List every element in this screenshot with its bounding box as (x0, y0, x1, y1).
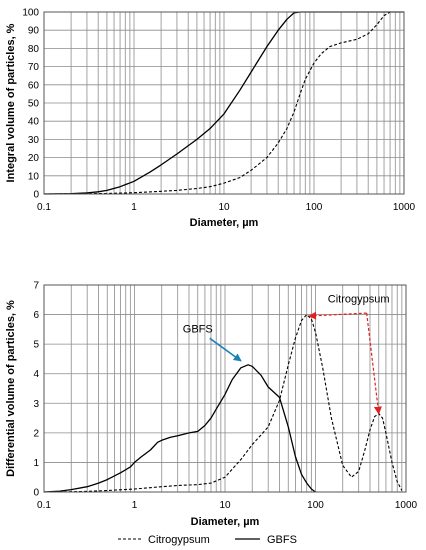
legend: Citrogypsum GBFS (118, 534, 297, 546)
y-axis-label: Differential volume of particles, % (5, 300, 17, 477)
x-tick-label: 1000 (395, 500, 418, 511)
annotation-label-citrogypsum: Citrogypsum (328, 294, 390, 306)
y-tick-label: 50 (28, 99, 40, 110)
y-tick-label: 3 (33, 399, 39, 410)
x-axis-label: Diameter, µm (190, 217, 259, 229)
series-line-citrogypsum (43, 314, 403, 493)
annotation-arrow-gbfs (209, 337, 242, 362)
y-tick-label: 0 (33, 488, 39, 499)
y-axis-label: Integral volume of particles, % (5, 23, 17, 182)
differential-volume-chart: 0.1 1 10 100 1000 0 1 2 3 4 5 6 7 GBFS Citrogypsum Di… (5, 281, 418, 529)
x-tick-label: 1 (131, 202, 137, 213)
plot-frame (43, 11, 405, 195)
x-tick-label: 100 (306, 202, 323, 213)
legend-label-citrogypsum: Citrogypsum (148, 534, 210, 546)
x-tick-label: 10 (218, 202, 230, 213)
y-tick-label: 5 (33, 340, 39, 351)
annotation-arrow-citrogypsum (366, 313, 382, 415)
y-tick-label: 90 (28, 26, 40, 37)
y-tick-label: 2 (33, 428, 39, 439)
annotation-label-gbfs: GBFS (183, 323, 213, 335)
x-tick-label: 1000 (393, 202, 416, 213)
x-tick-label: 10 (219, 500, 231, 511)
y-tick-label: 6 (33, 310, 39, 321)
y-tick-label: 30 (28, 135, 40, 146)
y-tick-label: 10 (28, 171, 40, 182)
integral-volume-chart: 0.1 1 10 100 1000 0 10 20 30 40 50 60 70 80 90 100 Diam… (5, 8, 416, 230)
y-tick-label: 0 (33, 190, 39, 201)
x-axis-label: Diameter, µm (191, 516, 260, 528)
y-tick-label: 80 (28, 44, 40, 55)
y-tick-label: 60 (28, 80, 40, 91)
y-tick-label: 4 (33, 369, 39, 380)
y-tick-label: 7 (33, 281, 39, 292)
y-tick-label: 1 (33, 458, 39, 469)
x-tick-label: 0.1 (37, 500, 51, 511)
x-tick-label: 0.1 (37, 202, 51, 213)
y-tick-label: 20 (28, 153, 40, 164)
y-tick-label: 100 (22, 8, 39, 19)
series-line-citrogypsum (43, 11, 404, 195)
series-line-gbfs (43, 364, 316, 493)
x-tick-label: 100 (307, 500, 324, 511)
y-tick-label: 70 (28, 62, 40, 73)
legend-label-gbfs: GBFS (267, 534, 297, 546)
y-tick-label: 40 (28, 117, 40, 128)
plot-frame (43, 284, 407, 493)
x-tick-label: 1 (132, 500, 138, 511)
